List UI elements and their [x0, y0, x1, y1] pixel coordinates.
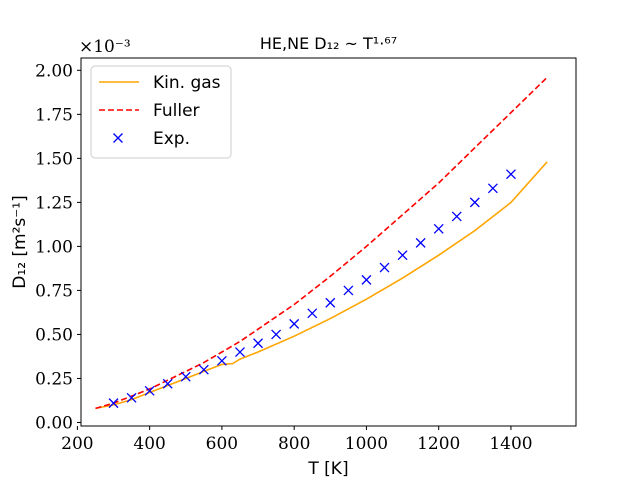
chart-title: HE,NE D₁₂ ~ T¹·⁶⁷: [260, 34, 397, 53]
exp-data-point: [361, 274, 372, 285]
plot-area: [95, 76, 548, 410]
y-tick-label: 1.00: [35, 237, 73, 257]
legend-label: Exp.: [153, 129, 190, 149]
exp-data-point: [325, 297, 336, 308]
y-axis-label: D₁₂ [m²s⁻¹]: [10, 195, 30, 288]
legend-box: [90, 65, 232, 159]
x-tick-label: 1200: [417, 434, 460, 454]
exp-data-point: [216, 355, 227, 366]
exp-data-point: [451, 211, 462, 222]
legend-label: Fuller: [153, 101, 200, 121]
exp-data-point: [433, 223, 444, 234]
y-tick-label: 1.75: [35, 105, 73, 125]
exp-data-point: [469, 197, 480, 208]
exp-data-point: [253, 338, 264, 349]
exp-data-point: [126, 392, 137, 403]
axis-ticks: 200 400 600 800 1000 1200 1400 0.00 0.25 0.50 0.75…: [35, 61, 532, 454]
kin-gas-series-line: [95, 161, 548, 410]
y-tick-label: 0.75: [35, 281, 73, 301]
exp-data-point: [271, 329, 282, 340]
y-tick-label: 1.50: [35, 149, 73, 169]
y-axis-multiplier: ×10⁻³: [79, 37, 131, 57]
plot-frame: [80, 57, 577, 427]
x-tick-label: 1000: [345, 434, 388, 454]
x-axis-label: T [K]: [307, 459, 348, 479]
exp-data-point: [397, 250, 408, 261]
exp-data-point: [162, 378, 173, 389]
y-tick-label: 0.25: [35, 369, 73, 389]
exp-data-point: [144, 385, 155, 396]
exp-data-point: [487, 183, 498, 194]
y-tick-label: 1.25: [35, 193, 73, 213]
x-tick-label: 200: [61, 434, 93, 454]
legend-marker-exp: [113, 133, 123, 143]
x-tick-label: 800: [278, 434, 310, 454]
exp-data-point: [108, 398, 119, 409]
exp-data-point: [379, 262, 390, 273]
exp-data-point: [180, 371, 191, 382]
y-tick-label: 2.00: [35, 61, 73, 81]
x-tick-label: 400: [133, 434, 165, 454]
x-tick-label: 1400: [489, 434, 532, 454]
exp-data-point: [235, 347, 245, 358]
exp-data-point: [506, 169, 516, 180]
exp-data-point: [289, 318, 300, 329]
legend: Kin. gas Fuller Exp.: [90, 65, 232, 159]
y-tick-label: 0.00: [35, 413, 73, 433]
legend-label: Kin. gas: [153, 73, 221, 93]
y-tick-label: 0.50: [35, 325, 73, 345]
exp-data-point: [415, 237, 426, 248]
exp-data-point: [343, 285, 354, 296]
fuller-series-line: [95, 76, 548, 410]
exp-data-point: [198, 364, 209, 375]
exp-data-point: [307, 308, 318, 319]
x-tick-label: 600: [206, 434, 238, 454]
